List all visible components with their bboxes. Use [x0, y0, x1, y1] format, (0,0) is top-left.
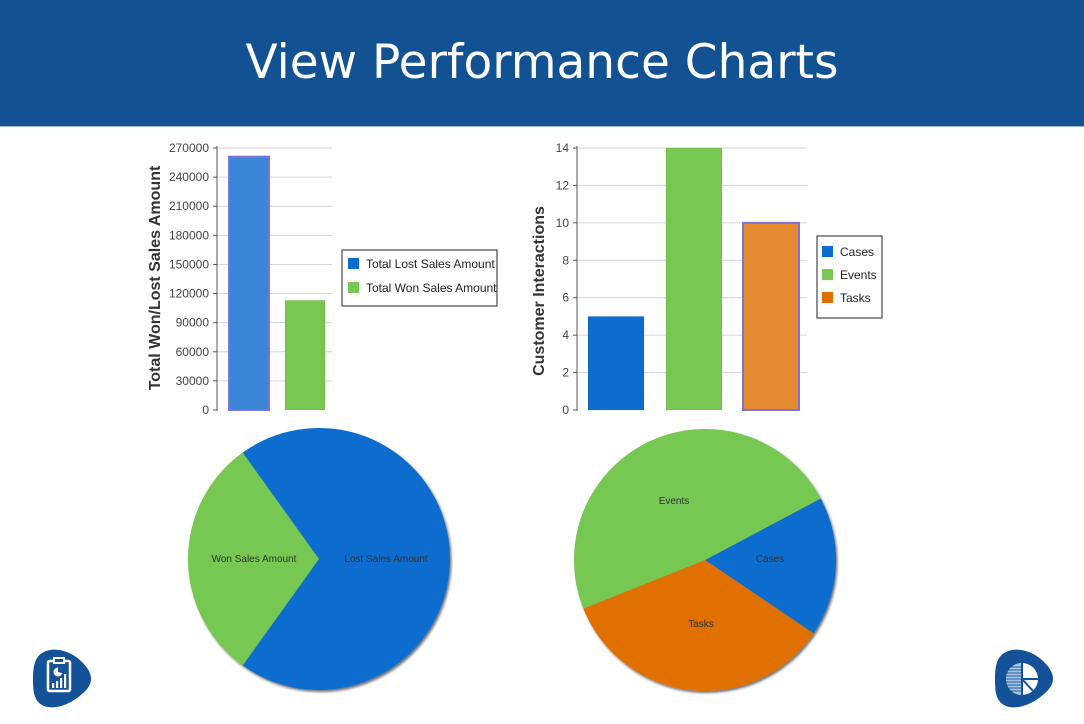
won-lost-bar-chart: 0 30000 60000 90000 120000 150000 180000 210000…	[140, 138, 510, 423]
legend-label: Total Lost Sales Amount	[366, 257, 495, 271]
slice-label-tasks: Tasks	[688, 619, 714, 630]
page-title: View Performance Charts	[245, 34, 839, 90]
pie-slice-lost[interactable]	[242, 428, 450, 690]
pie-slice-cases[interactable]	[705, 498, 836, 634]
svg-text:150000: 150000	[169, 257, 209, 271]
legend-swatch	[822, 246, 833, 257]
svg-text:4: 4	[562, 328, 569, 342]
pie-slice-events[interactable]	[574, 428, 821, 609]
legend-label: Total Won Sales Amount	[366, 281, 497, 295]
legend: Total Lost Sales Amount Total Won Sales …	[341, 249, 498, 307]
svg-text:240000: 240000	[169, 170, 209, 184]
svg-text:14: 14	[556, 141, 570, 155]
slice-label-lost: Lost Sales Amount	[344, 554, 428, 565]
pie-slices	[187, 428, 450, 690]
legend-swatch	[822, 269, 833, 280]
page-header: View Performance Charts	[0, 0, 1084, 127]
y-axis: 0 2 4 6 8 10 12 14	[556, 141, 578, 417]
slice-label-events: Events	[659, 496, 690, 507]
svg-text:0: 0	[562, 403, 569, 417]
svg-text:12: 12	[556, 178, 570, 192]
svg-text:210000: 210000	[169, 199, 209, 213]
legend-item-won: Total Won Sales Amount	[348, 281, 497, 295]
legend-label: Tasks	[840, 291, 871, 305]
bar-total-lost-sales-amount[interactable]	[228, 155, 270, 411]
bar-total-won-sales-amount[interactable]	[284, 299, 326, 411]
bars	[587, 147, 800, 411]
svg-text:8: 8	[562, 253, 569, 267]
y-axis: 0 30000 60000 90000 120000 150000 180000 210000…	[169, 141, 218, 417]
legend-swatch	[348, 282, 359, 293]
slice-label-won: Won Sales Amount	[212, 554, 297, 565]
bar-tasks[interactable]	[742, 221, 800, 411]
interactions-bar-chart: 0 2 4 6 8 10 12 14 Customer Interactions Cases …	[525, 138, 895, 423]
pie-slices	[574, 428, 836, 691]
y-axis-title: Customer Interactions	[531, 206, 548, 376]
legend: Cases Events Tasks	[816, 235, 883, 319]
pie-logo-icon[interactable]	[992, 648, 1056, 710]
pie-slice-tasks[interactable]	[583, 560, 814, 691]
legend-label: Cases	[840, 245, 874, 259]
svg-text:30000: 30000	[176, 374, 210, 388]
bars	[228, 155, 326, 411]
legend-swatch	[348, 258, 359, 269]
svg-text:6: 6	[562, 291, 569, 305]
svg-text:270000: 270000	[169, 141, 209, 155]
legend-label: Events	[840, 268, 877, 282]
legend-item-lost: Total Lost Sales Amount	[348, 257, 495, 271]
legend-swatch	[822, 292, 833, 303]
svg-text:90000: 90000	[176, 316, 210, 330]
svg-text:180000: 180000	[169, 228, 209, 242]
legend-item-tasks: Tasks	[822, 291, 871, 305]
svg-text:60000: 60000	[176, 345, 210, 359]
svg-text:120000: 120000	[169, 287, 209, 301]
svg-text:2: 2	[562, 366, 569, 380]
svg-text:0: 0	[202, 403, 209, 417]
y-axis-title: Total Won/Lost Sales Amount	[147, 165, 164, 390]
won-lost-pie-chart: Won Sales Amount Lost Sales Amount	[180, 420, 460, 700]
svg-text:10: 10	[556, 216, 570, 230]
interactions-pie-chart: Events Cases Tasks	[565, 420, 845, 700]
bar-cases[interactable]	[587, 315, 645, 411]
legend-item-cases: Cases	[822, 245, 874, 259]
clipboard-chart-icon[interactable]	[30, 648, 94, 710]
slice-label-cases: Cases	[756, 554, 784, 565]
legend-item-events: Events	[822, 268, 877, 282]
pie-slice-won[interactable]	[187, 452, 319, 666]
bar-events[interactable]	[665, 147, 723, 411]
